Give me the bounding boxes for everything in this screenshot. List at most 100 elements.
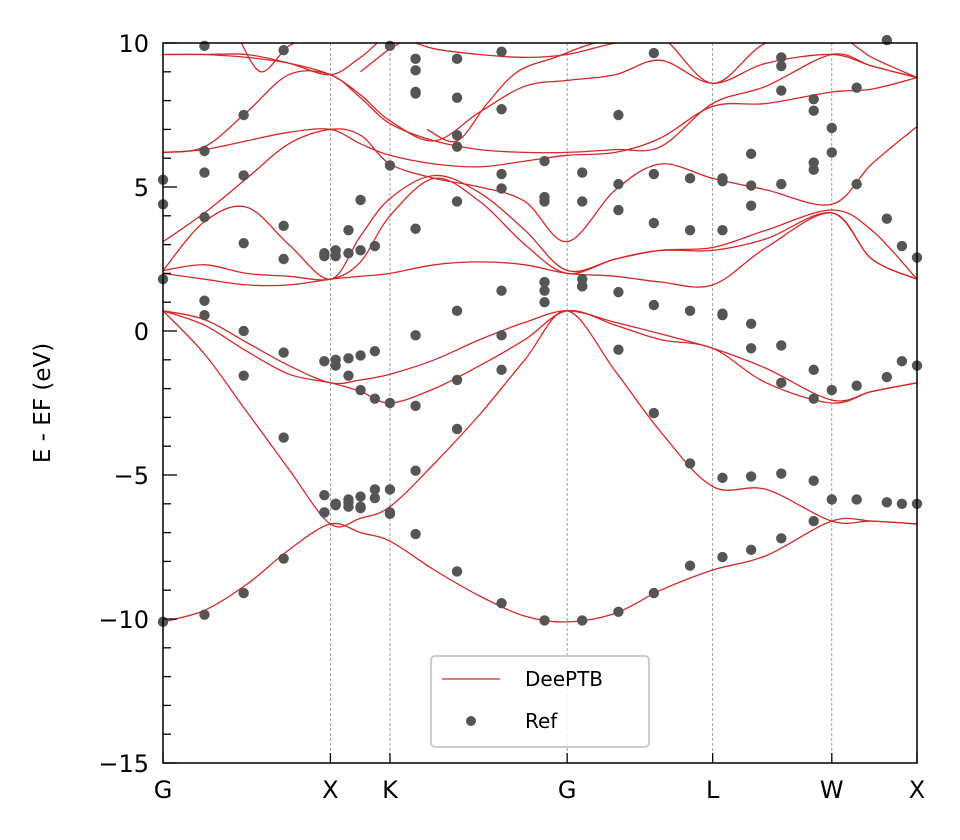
ref-point-112 [451, 196, 463, 207]
band-line-6 [163, 174, 917, 280]
ref-point-33 [613, 286, 624, 298]
ref-point-53 [539, 285, 550, 296]
ref-point-94 [319, 248, 330, 259]
ref-point-96 [330, 245, 341, 256]
ref-point-58 [199, 295, 210, 306]
ref-point-62 [278, 347, 289, 358]
ref-point-24 [343, 494, 354, 505]
ref-point-160 [613, 109, 624, 121]
ref-point-122 [648, 217, 660, 229]
ref-point-97 [343, 248, 354, 259]
ref-point-37 [745, 318, 757, 329]
ref-point-73 [384, 397, 396, 409]
ref-point-74 [410, 400, 421, 412]
ref-point-41 [330, 500, 341, 511]
ref-point-113 [496, 183, 507, 194]
ref-point-16 [648, 587, 660, 599]
ref-point-162 [776, 52, 787, 63]
ref-point-64 [319, 356, 330, 367]
y-tick-label: −5 [114, 462, 149, 490]
plot-frame [162, 42, 918, 764]
ref-point-118 [577, 196, 588, 207]
ref-point-78 [577, 281, 588, 292]
ref-point-107 [238, 237, 249, 249]
ref-point-46 [745, 471, 757, 482]
x-tick-label-6: X [909, 776, 925, 804]
ref-point-85 [881, 371, 893, 383]
ref-point-150 [410, 65, 421, 76]
ref-point-43 [355, 501, 366, 512]
ref-point-135 [808, 157, 819, 168]
y-tick-label: 5 [134, 174, 149, 202]
ref-point-143 [896, 240, 908, 252]
ref-point-81 [776, 377, 787, 389]
band-line-1 [163, 310, 917, 528]
ref-point-79 [717, 309, 728, 321]
ref-point-54 [496, 285, 507, 296]
ref-point-30 [496, 364, 507, 376]
ref-point-59 [199, 309, 210, 321]
ref-point-45 [717, 472, 728, 484]
ref-point-126 [717, 225, 728, 236]
ref-point-123 [648, 168, 660, 180]
ref-point-102 [384, 160, 396, 171]
y-tick-label: −10 [98, 606, 149, 634]
ref-point-116 [539, 191, 550, 203]
ref-point-124 [684, 225, 696, 236]
ref-point-108 [238, 170, 249, 181]
ref-point-25 [355, 491, 366, 502]
ref-point-40 [319, 507, 330, 518]
ref-point-153 [410, 53, 421, 65]
y-axis-title: E - EF (eV) [30, 343, 56, 463]
band-line-5 [163, 177, 917, 281]
ref-point-18 [717, 551, 728, 563]
ref-point-27 [384, 484, 396, 495]
x-tick-label-5: W [820, 776, 844, 804]
x-tick-label-2: K [382, 776, 399, 804]
ref-point-134 [808, 164, 819, 175]
x-tick-label-3: G [558, 776, 577, 804]
ref-point-10 [410, 528, 421, 540]
ref-point-129 [745, 200, 757, 211]
ref-point-52 [577, 273, 588, 285]
ref-point-8 [369, 492, 381, 504]
ref-point-89 [851, 494, 862, 505]
ref-point-99 [355, 245, 366, 256]
ref-point-15 [613, 606, 624, 617]
ref-point-49 [684, 458, 696, 469]
ref-point-106 [199, 167, 210, 178]
band-line-9 [163, 53, 917, 154]
ref-point-29 [451, 423, 463, 435]
ref-point-80 [745, 343, 757, 354]
ref-point-70 [355, 384, 366, 396]
ref-point-68 [343, 370, 354, 381]
ref-point-121 [613, 178, 624, 190]
ref-point-67 [343, 353, 354, 364]
ref-point-157 [451, 141, 463, 152]
ref-point-131 [745, 148, 757, 160]
ref-point-163 [776, 60, 787, 72]
ref-point-63 [278, 432, 289, 443]
ref-point-98 [343, 225, 354, 236]
ref-point-149 [384, 40, 396, 52]
ref-point-105 [199, 212, 210, 223]
band-line-7 [163, 126, 917, 243]
ref-point-19 [745, 544, 757, 556]
band-line-14 [240, 43, 296, 73]
ref-point-56 [410, 330, 421, 341]
y-tick-label: −15 [98, 750, 149, 778]
ref-point-66 [330, 360, 341, 371]
ref-point-141 [851, 82, 862, 93]
ref-point-140 [851, 178, 862, 190]
legend-label-deeptb: DeePTB [525, 667, 603, 691]
ref-point-3 [278, 553, 289, 564]
band-line-8 [163, 76, 917, 168]
ref-point-130 [745, 180, 757, 191]
ref-point-83 [826, 384, 837, 396]
ref-point-138 [826, 147, 837, 158]
ref-point-148 [199, 40, 210, 52]
ref-point-28 [410, 465, 421, 476]
ref-point-147 [278, 45, 289, 56]
